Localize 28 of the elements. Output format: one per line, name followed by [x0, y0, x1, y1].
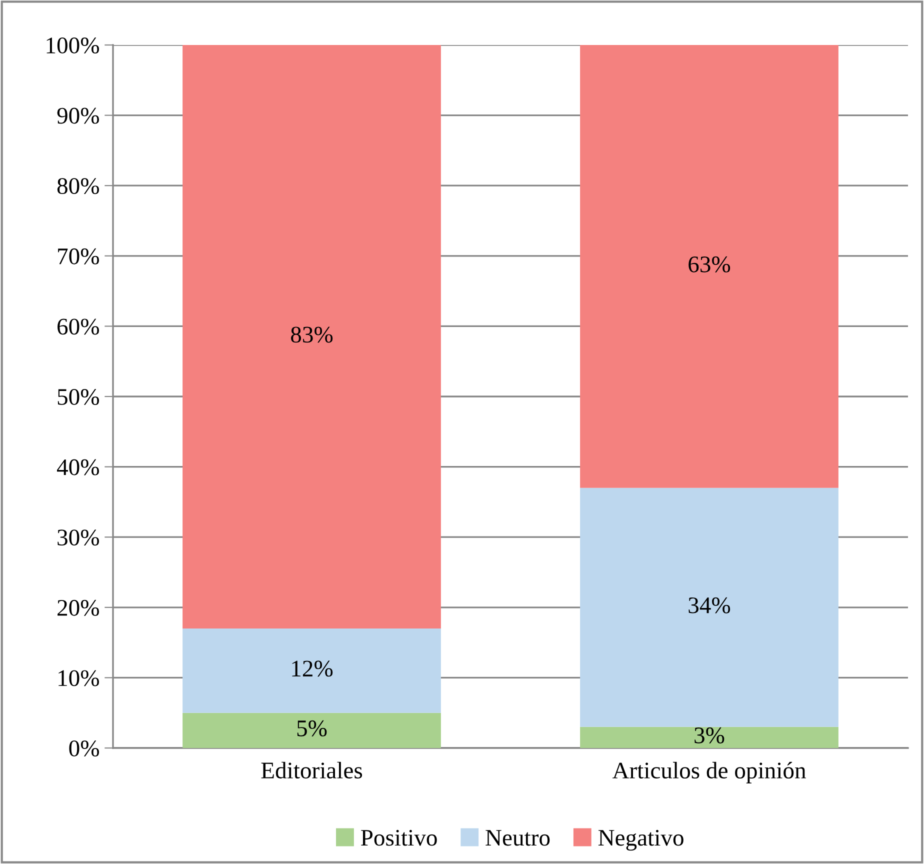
data-label: 3%	[694, 727, 724, 744]
data-label: 12%	[292, 660, 333, 677]
bar	[580, 45, 838, 488]
legend-label: Neutro	[486, 830, 550, 846]
y-tick-label: 80%	[57, 178, 99, 194]
data-label: 63%	[688, 256, 730, 272]
x-tick-label: Editoriales	[261, 762, 362, 779]
bar	[182, 628, 441, 713]
y-tick-label: 0%	[69, 740, 99, 756]
y-tick-label: 10%	[58, 670, 99, 686]
bar	[580, 726, 838, 748]
y-tick-label: 60%	[58, 318, 99, 335]
data-label: 34%	[688, 597, 730, 614]
legend-label: Negativo	[598, 830, 684, 851]
y-tick-label: 40%	[56, 459, 99, 476]
y-tick-label: 90%	[57, 108, 99, 124]
y-tick-label: 20%	[58, 600, 99, 616]
bar	[182, 712, 441, 748]
y-tick-label: 30%	[58, 530, 99, 546]
x-tick-label: Articulos de opinión	[612, 762, 806, 784]
bar	[580, 488, 838, 727]
bar	[182, 45, 441, 628]
data-label: 83%	[291, 326, 333, 343]
y-tick-label: 100%	[46, 37, 99, 54]
y-tick-label: 50%	[58, 388, 99, 405]
legend-label: Positivo	[360, 830, 437, 846]
y-tick-label: 70%	[58, 248, 99, 264]
data-label: 5%	[297, 720, 327, 736]
